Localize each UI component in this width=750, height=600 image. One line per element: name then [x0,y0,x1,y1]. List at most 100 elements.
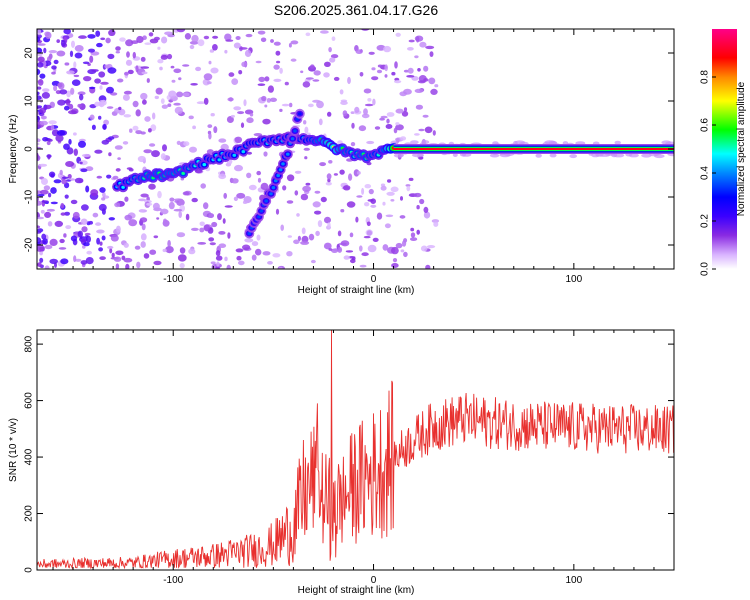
spectrogram-noise-blob [267,85,274,93]
spectrogram-noise-blob [422,114,429,118]
spectrogram-noise-blob [223,192,227,199]
spectrogram-noise-blob [103,119,109,126]
spectrogram-noise-blob [418,128,425,132]
spectrogram-noise-blob [203,73,213,81]
spectrogram-noise-blob [61,179,67,185]
spectrogram-noise-blob [122,141,129,145]
spectrogram-noise-blob [203,224,210,232]
spectrogram-noise-blob [412,153,424,158]
spectrogram-noise-blob [324,216,331,224]
spectrogram-noise-blob [182,191,190,196]
spectrogram-noise-blob [324,61,331,67]
spectrogram-noise-blob [119,37,126,42]
spectrogram-noise-blob [392,258,398,263]
spectrogram-noise-blob [39,257,44,263]
spectrogram-noise-blob [50,124,55,131]
spectrogram-noise-blob [413,192,422,198]
spectrogram-noise-blob [267,261,273,265]
spectrogram-noise-blob [99,256,106,260]
spectrogram-noise-blob [224,205,233,208]
spectrogram-noise-blob [273,64,280,70]
spectrogram-noise-blob [347,76,351,85]
spectrogram-noise-blob [88,220,94,225]
spectrogram-noise-blob [63,143,70,150]
spectrogram-noise-blob [290,40,299,45]
spectrogram-noise-blob [393,153,404,158]
spectrogram-noise-blob [112,175,119,180]
spectrogram-noise-blob [100,99,107,106]
spectrogram-noise-blob [82,61,90,65]
spectrogram-noise-blob [236,192,246,199]
spectrogram-noise-blob [290,58,297,62]
spectrogram-noise-blob [222,218,226,224]
spectrogram-noise-blob [273,41,281,46]
spectrogram-noise-blob [98,71,106,78]
spectrogram-noise-blob [40,115,48,120]
spectrogram-noise-blob [203,35,210,40]
spectrogram-noise-blob [148,32,154,37]
spectrogram-noise-blob [197,39,205,47]
colorbar-gradient [712,29,737,269]
spectrogram-noise-blob [304,126,309,134]
spectrogram-noise-blob [385,214,394,218]
spectrogram-noise-blob [69,50,74,57]
spectrogram-noise-blob [395,108,404,114]
spectrogram-noise-blob [356,195,363,198]
spectrogram-noise-blob [118,106,122,111]
spectrogram-noise-blob [37,111,40,116]
spectrogram-noise-blob [403,107,408,112]
spectrogram-noise-blob [203,97,209,105]
spectrogram-noise-blob [153,36,160,41]
spectrogram-noise-blob [386,118,390,124]
spectrogram-noise-blob [311,259,316,264]
spectrogram-noise-blob [189,146,197,153]
spectrogram-noise-blob [146,78,150,83]
spectrogram-y-tick-label: 0 [24,146,35,152]
spectrogram-noise-blob [343,185,351,191]
spectrogram-noise-blob [115,168,121,172]
spectrogram-noise-blob [113,256,122,262]
spectrogram-noise-blob [420,245,428,252]
spectrogram-noise-blob [143,149,152,154]
spectrogram-noise-blob [325,181,332,186]
spectrogram-noise-blob [65,161,75,167]
spectrogram-noise-blob [37,231,42,234]
branch-track-core [298,112,302,116]
spectrogram-noise-blob [115,250,124,256]
spectrogram-noise-blob [417,68,421,72]
spectrogram-noise-blob [195,66,202,72]
spectrogram-noise-blob [83,76,92,82]
spectrogram-noise-blob [77,91,86,96]
spectrogram-noise-blob [135,65,139,73]
spectrogram-noise-blob [94,149,103,154]
spectrogram-noise-blob [53,59,59,65]
spectrogram-noise-blob [289,102,293,108]
spectrogram-noise-blob [395,122,400,126]
spectrogram-noise-blob [179,262,185,269]
snr-frame [36,329,675,571]
spectrogram-noise-blob [535,153,542,158]
spectrogram-noise-blob [132,100,139,108]
spectrogram-noise-blob [224,256,228,262]
spectrogram-noise-blob [74,52,83,59]
spectrogram-noise-blob [37,216,44,220]
spectrogram-noise-blob [359,245,363,252]
snr-ticks: -100 0 100 0 200 400 600 800 [24,330,675,586]
spectrogram-noise-blob [50,201,58,205]
spectrogram-noise-blob [270,39,274,43]
spectrogram-noise-blob [203,202,209,210]
spectrogram-noise-blob [162,144,167,152]
spectrogram-noise-blob [108,29,116,36]
spectrogram-noise-blob [273,78,282,82]
spectrogram-noise-blob [333,76,340,81]
spectrogram-noise-blob [101,139,110,145]
spectrogram-noise-blob [167,240,171,248]
spectrogram-noise-blob [337,246,343,253]
spectrogram-noise-blob [235,248,244,253]
spectrogram-noise-blob [331,248,339,253]
spectrogram-noise-blob [96,42,103,48]
spectrogram-noise-blob [416,229,421,235]
spectrogram-noise-blob [111,252,115,258]
spectrogram-noise-blob [140,56,146,62]
spectrogram-noise-blob [60,258,69,265]
